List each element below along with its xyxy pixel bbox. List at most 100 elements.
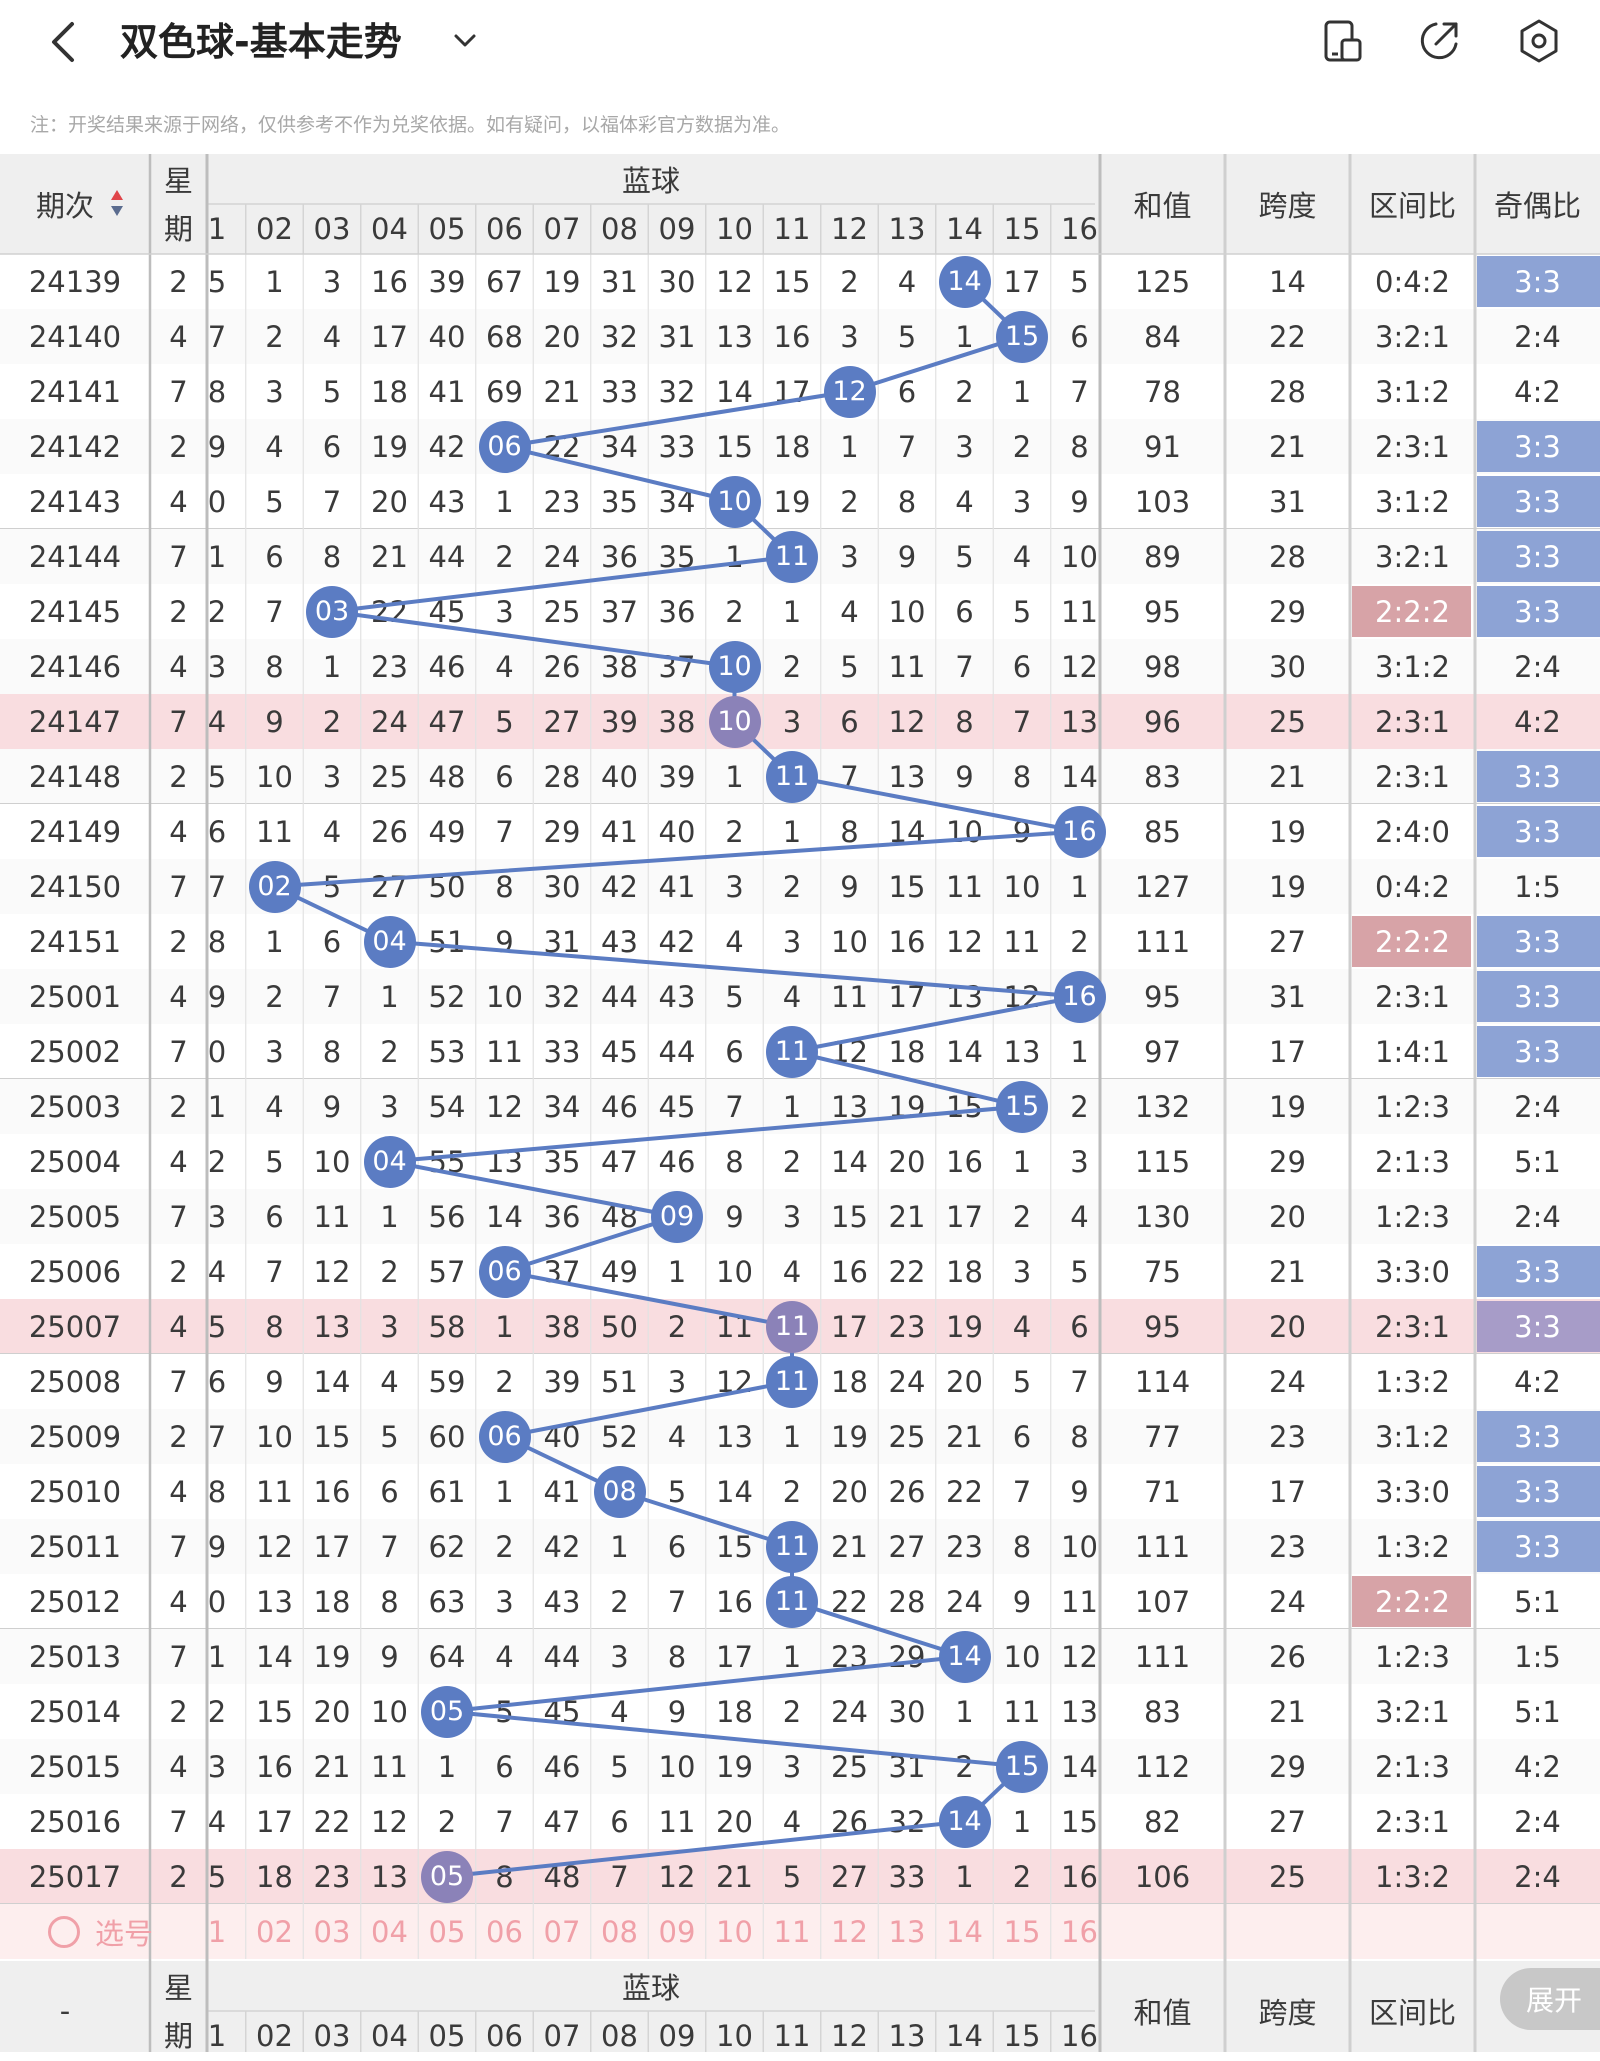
sort-arrows-icon[interactable] — [110, 188, 124, 218]
omission-cell: 21 — [946, 1419, 983, 1454]
select-number-11[interactable]: 11 — [773, 1914, 811, 1949]
select-number-15[interactable]: 15 — [1003, 1914, 1041, 1949]
page-title[interactable]: 双色球-基本走势 — [120, 20, 402, 64]
zone-ratio-cell: 0:4:2 — [1375, 869, 1450, 904]
select-number-09[interactable]: 09 — [658, 1914, 696, 1949]
header-span-header: 跨度 — [1258, 189, 1317, 223]
omission-cell: 43 — [601, 924, 638, 959]
footer-blue-number-16: 16 — [1061, 2019, 1098, 2053]
omission-cell: 42 — [658, 924, 696, 959]
omission-cell: 1 — [437, 1749, 457, 1784]
omission-cell: 17 — [371, 319, 408, 354]
blue-ball: 14 — [938, 255, 991, 308]
omission-cell: 31 — [543, 924, 581, 959]
omission-cell: 22 — [888, 1254, 926, 1289]
omission-cell: 2 — [207, 1144, 227, 1179]
omission-cell: 14 — [256, 1639, 293, 1674]
select-number-10[interactable]: 10 — [716, 1914, 753, 1949]
share-icon[interactable] — [1414, 16, 1464, 66]
span-cell: 27 — [1269, 924, 1306, 959]
omission-cell: 11 — [888, 649, 926, 684]
omission-cell: 12 — [716, 264, 753, 299]
week-cell: 4 — [169, 979, 188, 1014]
oddeven-ratio-cell: 2:4 — [1514, 1859, 1561, 1894]
omission-cell: 4 — [955, 484, 974, 519]
sum-cell: 95 — [1144, 594, 1181, 629]
omission-cell: 1 — [207, 539, 227, 574]
blue-ball: 14 — [938, 1630, 991, 1683]
select-number-02[interactable]: 02 — [256, 1914, 293, 1949]
omission-cell: 1 — [782, 1639, 802, 1674]
header-blue-number-08: 08 — [601, 212, 638, 246]
chevron-down-icon[interactable] — [448, 24, 482, 58]
chevron-left-icon[interactable] — [42, 18, 82, 66]
select-number-14[interactable]: 14 — [946, 1914, 983, 1949]
omission-cell: 4 — [897, 264, 917, 299]
sum-cell: 95 — [1144, 1309, 1181, 1344]
omission-cell: 6 — [495, 1749, 514, 1784]
expand-button[interactable]: 展开 — [1500, 1968, 1600, 2030]
circle-radio-icon[interactable] — [48, 1916, 80, 1948]
oddeven-ratio-cell: 3:3 — [1514, 979, 1561, 1014]
settings-icon[interactable] — [1514, 16, 1564, 66]
omission-cell: 44 — [658, 1034, 696, 1069]
sum-cell: 115 — [1134, 1144, 1191, 1179]
select-number-16[interactable]: 16 — [1061, 1914, 1098, 1949]
header-blue-number-12: 12 — [831, 212, 868, 246]
omission-cell: 34 — [658, 484, 696, 519]
select-number-04[interactable]: 04 — [371, 1914, 408, 1949]
omission-cell: 25 — [831, 1749, 868, 1784]
oddeven-ratio-cell: 1:5 — [1514, 1639, 1561, 1674]
select-number-label[interactable]: 选号 — [95, 1916, 154, 1951]
week-cell: 2 — [169, 1419, 188, 1454]
omission-cell: 9 — [380, 1639, 399, 1674]
omission-cell: 45 — [428, 594, 466, 629]
omission-cell: 19 — [716, 1749, 753, 1784]
omission-cell: 1 — [207, 1639, 227, 1674]
omission-cell: 11 — [371, 1749, 408, 1784]
omission-cell: 10 — [313, 1144, 351, 1179]
oddeven-ratio-cell: 4:2 — [1514, 1364, 1561, 1399]
omission-cell: 1 — [495, 484, 514, 519]
oddeven-ratio-cell: 3:3 — [1514, 264, 1561, 299]
select-number-13[interactable]: 13 — [888, 1914, 926, 1949]
omission-cell: 1 — [610, 1529, 629, 1564]
omission-cell: 2 — [782, 869, 802, 904]
omission-cell: 6 — [1012, 1419, 1032, 1454]
footer-blue-number-03: 03 — [313, 2019, 351, 2053]
omission-cell: 3 — [840, 319, 859, 354]
omission-cell: 30 — [888, 1694, 926, 1729]
sum-cell: 71 — [1144, 1474, 1181, 1509]
omission-cell: 24 — [946, 1584, 983, 1619]
omission-cell: 30 — [658, 264, 696, 299]
period-cell: 24145 — [28, 594, 122, 629]
select-number-07[interactable]: 07 — [543, 1914, 581, 1949]
omission-cell: 9 — [667, 1694, 687, 1729]
select-number-08[interactable]: 08 — [601, 1914, 638, 1949]
select-number-01[interactable]: 1 — [207, 1914, 227, 1949]
omission-cell: 62 — [428, 1529, 466, 1564]
oddeven-ratio-cell: 3:3 — [1514, 1419, 1561, 1454]
omission-cell: 1 — [782, 814, 802, 849]
omission-cell: 31 — [658, 319, 696, 354]
omission-cell: 2 — [207, 1694, 227, 1729]
omission-cell: 5 — [322, 869, 342, 904]
blue-ball: 11 — [766, 1355, 818, 1408]
omission-cell: 3 — [1012, 1254, 1032, 1289]
select-number-05[interactable]: 05 — [428, 1914, 466, 1949]
week-cell: 4 — [169, 484, 188, 519]
omission-cell: 3 — [782, 1749, 802, 1784]
omission-cell: 12 — [486, 1089, 523, 1124]
omission-cell: 1 — [380, 979, 399, 1014]
omission-cell: 49 — [428, 814, 466, 849]
select-number-12[interactable]: 12 — [831, 1914, 868, 1949]
select-number-06[interactable]: 06 — [486, 1914, 523, 1949]
select-number-03[interactable]: 03 — [313, 1914, 351, 1949]
mobile-book-icon[interactable] — [1318, 16, 1368, 66]
omission-cell: 26 — [543, 649, 581, 684]
omission-cell: 15 — [716, 429, 753, 464]
omission-cell: 33 — [888, 1859, 926, 1894]
span-cell: 28 — [1269, 374, 1306, 409]
omission-cell: 43 — [658, 979, 696, 1014]
omission-cell: 4 — [667, 1419, 687, 1454]
